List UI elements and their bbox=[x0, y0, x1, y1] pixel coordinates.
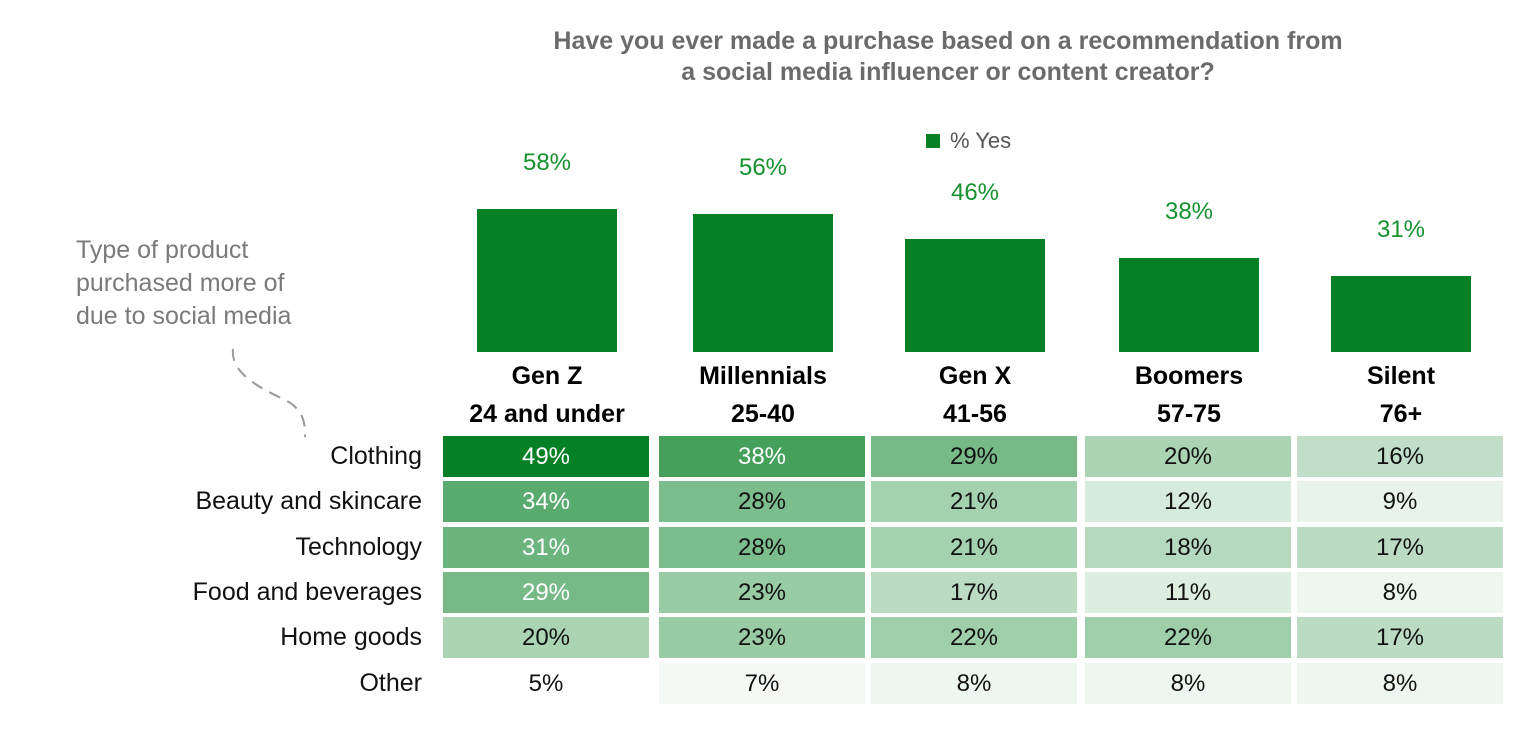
category-range: 25-40 bbox=[731, 400, 795, 428]
category-label: Millennials 25-40 bbox=[656, 357, 870, 433]
heatmap-cell: 22% bbox=[1085, 617, 1291, 659]
heatmap-cell: 29% bbox=[871, 436, 1077, 477]
heatmap-cell: 20% bbox=[1085, 436, 1291, 477]
bar-value-label: 38% bbox=[1164, 198, 1214, 226]
category-label: Silent 76+ bbox=[1294, 357, 1508, 433]
row-label: Home goods bbox=[280, 623, 422, 652]
category-name: Silent bbox=[1366, 362, 1436, 390]
heatmap-cell: 28% bbox=[659, 526, 865, 568]
category-label: Boomers 57-75 bbox=[1082, 357, 1296, 433]
legend-label: % Yes bbox=[950, 128, 1012, 153]
bar bbox=[1119, 258, 1259, 352]
heatmap-cell: 12% bbox=[1085, 481, 1291, 523]
row-label: Other bbox=[359, 668, 422, 697]
chart-title-line-2: a social media influencer or content cre… bbox=[681, 58, 1215, 86]
heatmap-cell: 7% bbox=[659, 662, 865, 704]
category-range: 57-75 bbox=[1157, 400, 1221, 428]
category-name: Boomers bbox=[1134, 362, 1244, 390]
heatmap-cell: 38% bbox=[659, 436, 865, 477]
category-range: 24 and under bbox=[469, 400, 625, 428]
heatmap-cell: 22% bbox=[871, 617, 1077, 659]
heatmap-cell: 28% bbox=[659, 481, 865, 523]
heatmap-cell: 21% bbox=[871, 481, 1077, 523]
heatmap-cell: 34% bbox=[443, 481, 649, 523]
heatmap-cell: 18% bbox=[1085, 526, 1291, 568]
note-line: due to social media bbox=[76, 302, 292, 330]
category-range: 41-56 bbox=[943, 400, 1007, 428]
note-connector bbox=[231, 348, 306, 438]
heatmap-cell: 9% bbox=[1297, 481, 1503, 523]
heatmap-cell: 31% bbox=[443, 526, 649, 568]
legend: % Yes bbox=[926, 128, 1011, 154]
row-label: Technology bbox=[295, 532, 422, 561]
category-label: Gen Z 24 and under bbox=[440, 357, 654, 433]
heatmap-cell: 11% bbox=[1085, 571, 1291, 613]
category-range: 76+ bbox=[1379, 400, 1423, 428]
heatmap-cell: 49% bbox=[443, 436, 649, 477]
category-name: Gen X bbox=[938, 362, 1012, 390]
heatmap-cell: 17% bbox=[1297, 526, 1503, 568]
heatmap-cell: 21% bbox=[871, 526, 1077, 568]
heatmap-cell: 16% bbox=[1297, 436, 1503, 477]
bar-value-label: 46% bbox=[950, 178, 1000, 206]
category-name: Gen Z bbox=[511, 362, 583, 390]
heatmap-cell: 23% bbox=[659, 617, 865, 659]
heatmap-cell: 20% bbox=[443, 617, 649, 659]
heatmap-cell: 8% bbox=[1297, 571, 1503, 613]
heatmap-cell: 17% bbox=[871, 571, 1077, 613]
bar-value-label: 58% bbox=[522, 148, 572, 176]
heatmap-cell: 8% bbox=[1297, 662, 1503, 704]
legend-swatch bbox=[926, 134, 940, 148]
row-label: Clothing bbox=[330, 442, 422, 470]
heatmap-cell: 8% bbox=[871, 662, 1077, 704]
heatmap-cell: 5% bbox=[443, 662, 649, 704]
row-label: Food and beverages bbox=[192, 577, 422, 606]
bar-value-label: 31% bbox=[1376, 215, 1426, 243]
note-line: Type of product bbox=[76, 236, 249, 264]
chart-title: Have you ever made a purchase based on a… bbox=[400, 26, 1496, 88]
bar bbox=[693, 213, 833, 352]
heatmap-cell: 29% bbox=[443, 571, 649, 613]
bar-value-label: 56% bbox=[738, 153, 788, 181]
bar bbox=[905, 238, 1045, 352]
heatmap-cell: 8% bbox=[1085, 662, 1291, 704]
heatmap-cell: 17% bbox=[1297, 617, 1503, 659]
category-name: Millennials bbox=[699, 362, 827, 390]
category-label: Gen X 41-56 bbox=[868, 357, 1082, 433]
heatmap-cell: 23% bbox=[659, 571, 865, 613]
heatmap-note: Type of product purchased more of due to… bbox=[76, 234, 396, 333]
chart-title-line-1: Have you ever made a purchase based on a… bbox=[553, 27, 1343, 55]
bar bbox=[1331, 275, 1471, 352]
bar bbox=[477, 208, 617, 352]
row-label: Beauty and skincare bbox=[195, 487, 422, 516]
note-line: purchased more of bbox=[76, 269, 285, 297]
